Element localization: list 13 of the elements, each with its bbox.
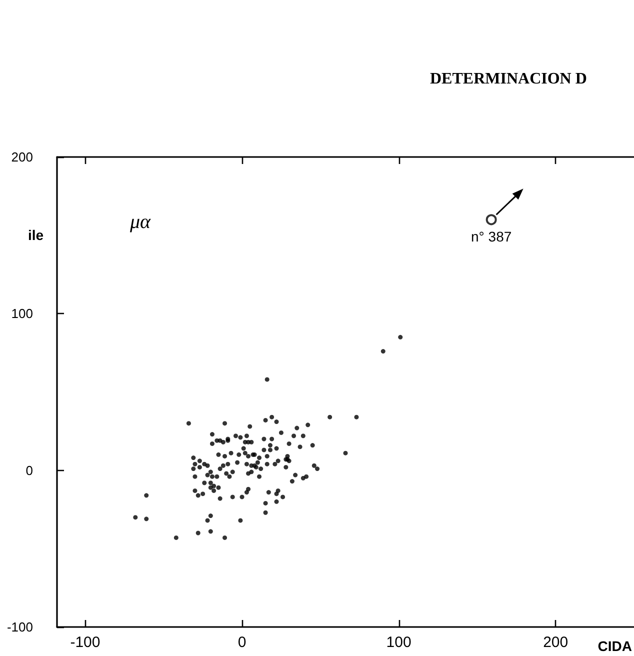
x-tick-label: 100: [386, 634, 412, 651]
y-tick-label: 200: [11, 150, 33, 164]
y-tick-label: -100: [6, 620, 33, 634]
x-tick-label: 200: [543, 634, 568, 651]
annotation: μα: [129, 211, 152, 233]
x-axis-title: CIDA: [598, 638, 632, 654]
y-axis-title: ile: [28, 227, 44, 243]
x-tick-label: -100: [70, 634, 100, 651]
annotation: n° 387: [471, 228, 512, 245]
y-tick-label: 100: [11, 306, 33, 322]
y-tick-label: 0: [26, 462, 33, 478]
chart-title: DETERMINACION D: [430, 70, 587, 88]
x-tick-label: 0: [238, 634, 246, 651]
